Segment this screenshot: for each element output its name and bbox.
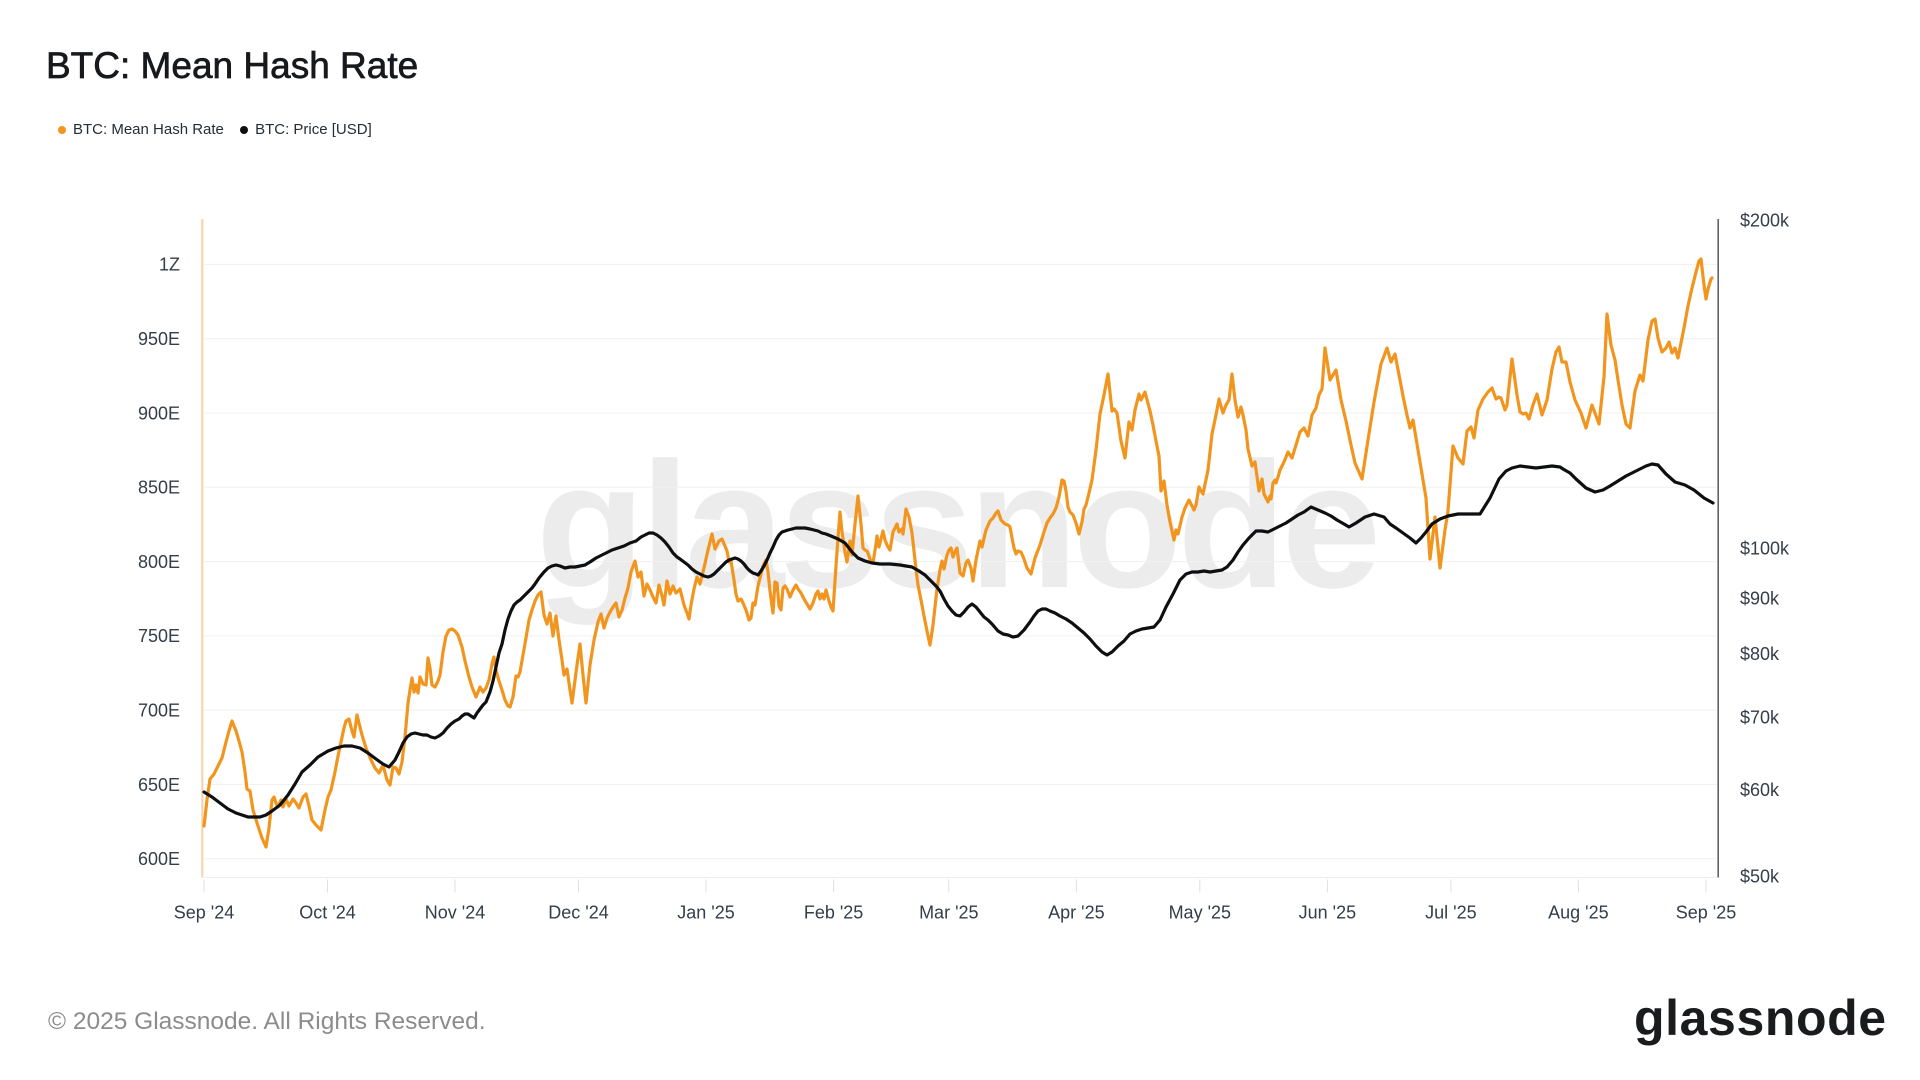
svg-text:Sep '24: Sep '24 bbox=[174, 903, 235, 923]
svg-text:Jun '25: Jun '25 bbox=[1299, 903, 1356, 923]
svg-text:900E: 900E bbox=[138, 403, 180, 423]
svg-text:600E: 600E bbox=[138, 849, 180, 869]
svg-text:950E: 950E bbox=[138, 329, 180, 349]
svg-text:850E: 850E bbox=[138, 478, 180, 498]
svg-text:Dec '24: Dec '24 bbox=[548, 903, 608, 923]
svg-text:$50k: $50k bbox=[1740, 867, 1780, 887]
svg-text:Mar '25: Mar '25 bbox=[919, 903, 978, 923]
svg-text:Feb '25: Feb '25 bbox=[804, 903, 863, 923]
svg-text:Sep '25: Sep '25 bbox=[1676, 903, 1737, 923]
svg-text:800E: 800E bbox=[138, 552, 180, 572]
svg-text:650E: 650E bbox=[138, 775, 180, 795]
svg-text:Oct '24: Oct '24 bbox=[299, 903, 355, 923]
svg-text:$200k: $200k bbox=[1740, 211, 1790, 231]
svg-text:750E: 750E bbox=[138, 626, 180, 646]
svg-text:Nov '24: Nov '24 bbox=[425, 903, 485, 923]
svg-text:May '25: May '25 bbox=[1169, 903, 1231, 923]
svg-text:$60k: $60k bbox=[1740, 780, 1780, 800]
svg-text:Aug '25: Aug '25 bbox=[1548, 903, 1609, 923]
svg-text:$80k: $80k bbox=[1740, 644, 1780, 664]
svg-text:Jul '25: Jul '25 bbox=[1425, 903, 1476, 923]
svg-text:$100k: $100k bbox=[1740, 539, 1790, 559]
svg-text:Apr '25: Apr '25 bbox=[1048, 903, 1104, 923]
svg-text:700E: 700E bbox=[138, 701, 180, 721]
svg-text:$70k: $70k bbox=[1740, 707, 1780, 727]
svg-text:1Z: 1Z bbox=[159, 255, 180, 275]
svg-text:Jan '25: Jan '25 bbox=[677, 903, 734, 923]
svg-text:$90k: $90k bbox=[1740, 588, 1780, 608]
